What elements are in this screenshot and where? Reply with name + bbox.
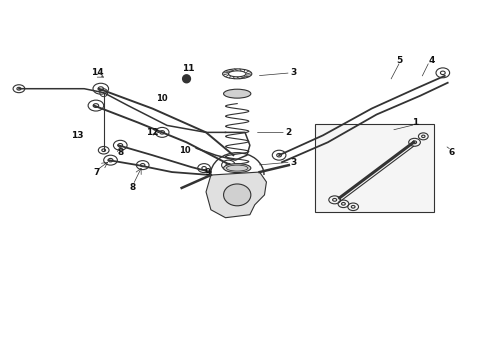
Circle shape — [183, 75, 191, 83]
Text: 12: 12 — [146, 128, 159, 137]
Text: 5: 5 — [396, 57, 402, 66]
Text: 6: 6 — [448, 148, 455, 157]
Ellipse shape — [223, 89, 251, 98]
Text: 11: 11 — [182, 64, 195, 73]
Text: 1: 1 — [413, 118, 418, 127]
Text: 8: 8 — [117, 148, 123, 157]
Text: 10: 10 — [179, 146, 191, 155]
Text: 3: 3 — [291, 158, 297, 167]
Text: 7: 7 — [94, 167, 100, 176]
Polygon shape — [206, 172, 267, 218]
Text: 8: 8 — [130, 184, 136, 193]
Text: 3: 3 — [291, 68, 297, 77]
Bar — [315, 125, 434, 212]
Text: 14: 14 — [91, 68, 103, 77]
Text: 9: 9 — [205, 167, 211, 176]
Text: 2: 2 — [286, 128, 292, 137]
Ellipse shape — [223, 184, 251, 206]
Text: 10: 10 — [156, 94, 168, 103]
Ellipse shape — [223, 164, 251, 172]
Text: 4: 4 — [429, 57, 435, 66]
Text: 13: 13 — [71, 131, 84, 140]
